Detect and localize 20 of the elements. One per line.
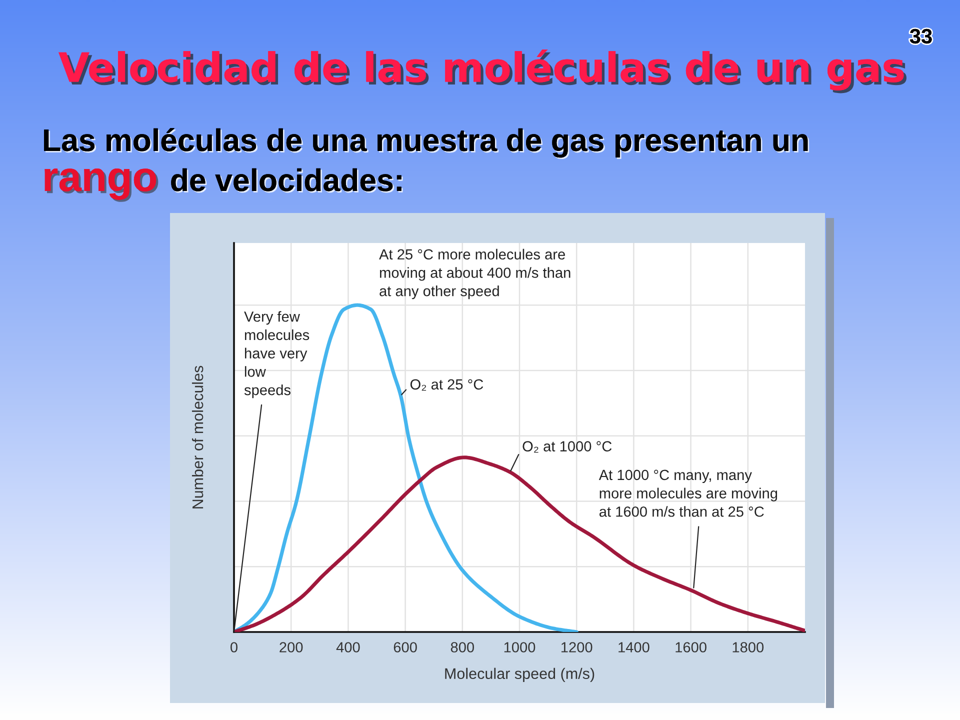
series-label: O₂ at 25 °C bbox=[410, 379, 484, 391]
x-tick-label: 600 bbox=[394, 642, 417, 652]
text: At 25 °C more molecules are moving at about 400 m/s than at any other speed bbox=[379, 248, 570, 300]
annotation: At 1000 °C many, many more molecules are moving at 1600 m/s than at 25 °C bbox=[598, 470, 778, 517]
annotation: Very few molecules have very low speeds bbox=[244, 311, 310, 398]
y-axis-title: Number of molecules bbox=[192, 366, 204, 508]
chart-title: Velocidad de las moléculas de un gas bbox=[58, 50, 907, 94]
x-tick-label: 1600 bbox=[676, 642, 706, 652]
x-tick-label: 1400 bbox=[618, 642, 650, 652]
x-tick-label: 0 bbox=[230, 642, 238, 652]
x-tick-label: 800 bbox=[450, 642, 474, 652]
x-tick-label: 1000 bbox=[504, 642, 536, 652]
x-tick-label: 1200 bbox=[561, 642, 592, 652]
series-label: O₂ at 1000 °C bbox=[522, 441, 612, 453]
chart-subtitle: Las moléculas de una muestra de gas presentan un rango de velocidades: bbox=[44, 128, 810, 202]
text: 33 bbox=[910, 28, 932, 44]
x-axis-title: Molecular speed (m/s) bbox=[445, 668, 594, 682]
x-tick-label: 200 bbox=[280, 642, 303, 652]
x-tick-label: 1800 bbox=[732, 642, 764, 652]
x-tick-label: 400 bbox=[336, 642, 360, 652]
